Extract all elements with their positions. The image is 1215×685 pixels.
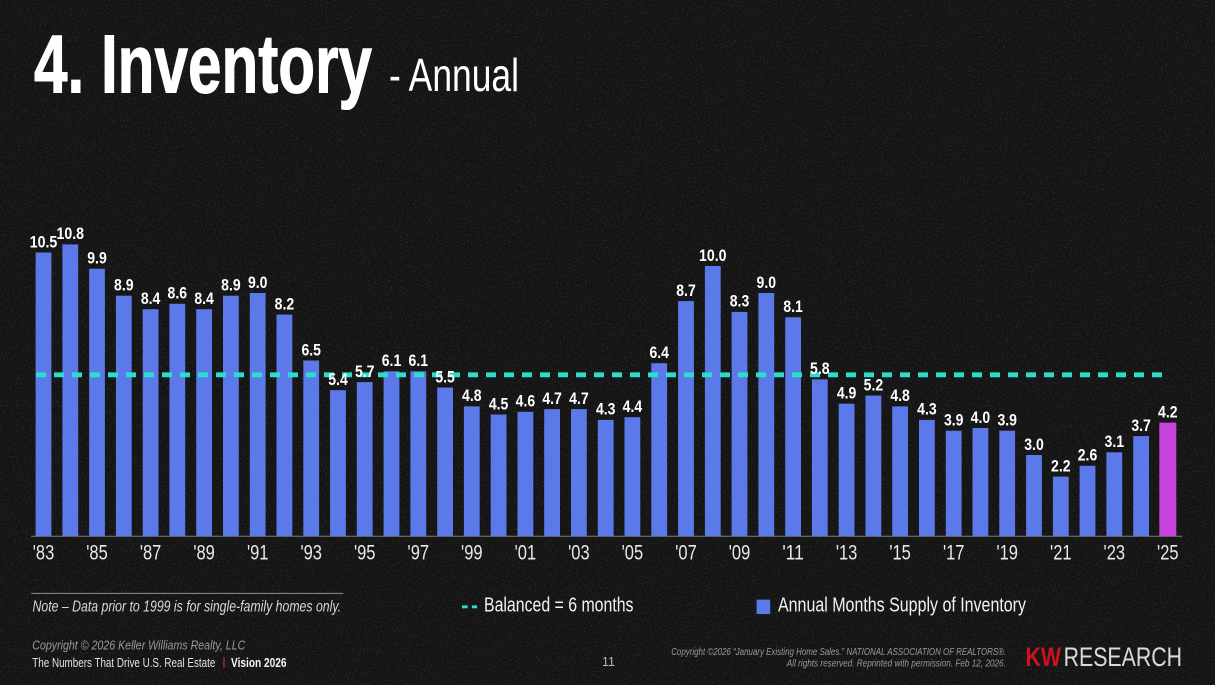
svg-text:8.3: 8.3 xyxy=(730,292,750,311)
svg-text:6.1: 6.1 xyxy=(409,351,429,370)
svg-text:10.5: 10.5 xyxy=(30,232,58,251)
svg-text:5.7: 5.7 xyxy=(355,362,375,381)
svg-text:5.2: 5.2 xyxy=(864,375,884,394)
svg-text:6.4: 6.4 xyxy=(649,343,669,362)
svg-text:'97: '97 xyxy=(408,542,430,565)
svg-text:3.9: 3.9 xyxy=(997,411,1017,430)
svg-text:'91: '91 xyxy=(247,542,269,565)
svg-text:3.0: 3.0 xyxy=(1024,435,1044,454)
svg-text:'05: '05 xyxy=(622,542,644,565)
svg-text:4.7: 4.7 xyxy=(542,389,562,408)
svg-text:Balanced = 6 months: Balanced = 6 months xyxy=(484,595,634,617)
svg-text:2.6: 2.6 xyxy=(1078,446,1098,465)
svg-text:10.0: 10.0 xyxy=(699,246,727,265)
svg-text:'07: '07 xyxy=(675,542,697,565)
svg-text:8.2: 8.2 xyxy=(275,294,295,313)
svg-text:'09: '09 xyxy=(729,542,751,565)
svg-text:4.8: 4.8 xyxy=(462,386,482,405)
svg-text:Copyright ©2026 “January Exist: Copyright ©2026 “January Existing Home S… xyxy=(671,647,1006,658)
svg-text:4.4: 4.4 xyxy=(623,397,643,416)
svg-text:All rights reserved. Reprinted: All rights reserved. Reprinted with perm… xyxy=(786,658,1006,669)
svg-text:8.6: 8.6 xyxy=(168,284,188,303)
svg-text:'99: '99 xyxy=(461,542,483,565)
svg-text:8.9: 8.9 xyxy=(114,276,134,295)
svg-text:8.9: 8.9 xyxy=(221,276,241,295)
svg-text:'01: '01 xyxy=(515,542,537,565)
svg-text:'83: '83 xyxy=(33,542,55,565)
svg-text:11: 11 xyxy=(602,655,615,669)
svg-text:9.9: 9.9 xyxy=(87,249,107,268)
svg-text:'87: '87 xyxy=(140,542,162,565)
svg-text:3.1: 3.1 xyxy=(1105,432,1125,451)
svg-text:3.7: 3.7 xyxy=(1131,416,1151,435)
svg-text:'13: '13 xyxy=(836,542,858,565)
svg-text:- Annual: - Annual xyxy=(389,49,519,101)
svg-text:6.5: 6.5 xyxy=(301,340,321,359)
svg-text:4.5: 4.5 xyxy=(489,394,509,413)
svg-text:Annual Months Supply of Invent: Annual Months Supply of Inventory xyxy=(778,595,1026,617)
svg-text:'25: '25 xyxy=(1157,542,1179,565)
svg-text:'03: '03 xyxy=(568,542,590,565)
svg-text:9.0: 9.0 xyxy=(757,273,777,292)
svg-text:'93: '93 xyxy=(300,542,322,565)
svg-text:'19: '19 xyxy=(996,542,1018,565)
svg-text:4.3: 4.3 xyxy=(596,400,616,419)
svg-text:8.7: 8.7 xyxy=(676,281,696,300)
svg-text:Vision 2026: Vision 2026 xyxy=(231,655,287,670)
svg-text:4.7: 4.7 xyxy=(569,389,589,408)
svg-text:8.4: 8.4 xyxy=(194,289,214,308)
svg-text:4.9: 4.9 xyxy=(837,384,857,403)
svg-text:5.8: 5.8 xyxy=(810,359,830,378)
svg-text:2.2: 2.2 xyxy=(1051,456,1071,475)
svg-text:4. Inventory: 4. Inventory xyxy=(34,18,372,111)
svg-text:4.2: 4.2 xyxy=(1158,402,1178,421)
svg-text:'89: '89 xyxy=(193,542,215,565)
svg-text:4.6: 4.6 xyxy=(516,392,536,411)
svg-text:RESEARCH: RESEARCH xyxy=(1064,642,1182,672)
svg-text:Note – Data prior to 1999 is f: Note – Data prior to 1999 is for single-… xyxy=(33,599,342,616)
svg-text:9.0: 9.0 xyxy=(248,273,268,292)
svg-text:'85: '85 xyxy=(86,542,108,565)
svg-text:The Numbers That Drive U.S. Re: The Numbers That Drive U.S. Real Estate xyxy=(32,655,215,670)
svg-text:4.8: 4.8 xyxy=(890,386,910,405)
svg-text:4.0: 4.0 xyxy=(971,408,991,427)
svg-text:KW: KW xyxy=(1026,642,1062,672)
svg-text:8.4: 8.4 xyxy=(141,289,161,308)
svg-text:6.1: 6.1 xyxy=(382,351,402,370)
svg-text:'21: '21 xyxy=(1050,542,1072,565)
svg-text:'15: '15 xyxy=(889,542,911,565)
svg-text:10.8: 10.8 xyxy=(57,224,85,243)
svg-text:Copyright © 2026 Keller Willia: Copyright © 2026 Keller Williams Realty,… xyxy=(32,639,246,653)
svg-text:5.5: 5.5 xyxy=(435,367,455,386)
svg-text:5.4: 5.4 xyxy=(328,370,348,389)
svg-text:'11: '11 xyxy=(782,542,804,565)
svg-text:'23: '23 xyxy=(1104,542,1126,565)
svg-text:'17: '17 xyxy=(943,542,965,565)
svg-text:'95: '95 xyxy=(354,542,376,565)
svg-text:3.9: 3.9 xyxy=(944,411,964,430)
svg-text:8.1: 8.1 xyxy=(783,297,803,316)
svg-text:4.3: 4.3 xyxy=(917,400,937,419)
